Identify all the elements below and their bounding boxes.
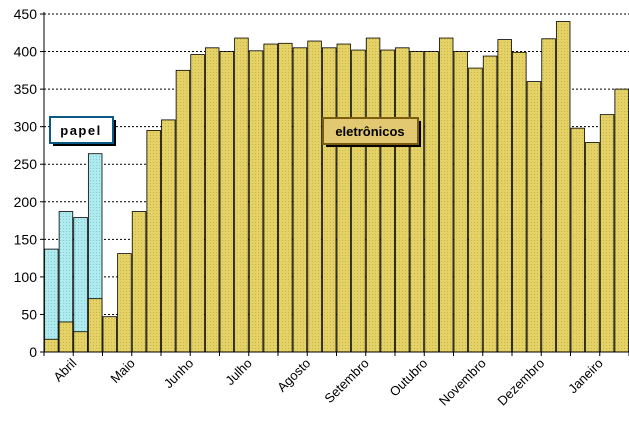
- bar-eletrnicos-12: [219, 51, 235, 353]
- y-tick-label-50: 50: [21, 306, 37, 322]
- y-tick-labels: 0 50 100 150 200 250 300 350 400 450: [14, 6, 44, 360]
- bar-eletrnicos-39: [614, 88, 629, 353]
- y-tick-label-250: 250: [14, 156, 38, 172]
- legend-label-papel: papel: [49, 116, 116, 146]
- bar-eletrnicos-26: [424, 51, 439, 353]
- bar-eletrnicos-14: [248, 50, 264, 353]
- bar-eletrnicos-17: [292, 47, 308, 353]
- bar-eletrnicos-35: [555, 21, 571, 353]
- x-tick-label-agosto: Agosto: [274, 356, 313, 395]
- y-tick-label-100: 100: [14, 269, 38, 285]
- bar-eletrnicos-5: [117, 253, 132, 353]
- x-tick-labels: Abril Maio Junho Julho Agosto Setembro Outubro…: [43, 352, 629, 409]
- y-tick-label-450: 450: [14, 6, 38, 22]
- x-tick-label-novembro: Novembro: [436, 356, 489, 409]
- series-eletronicos: [44, 21, 629, 353]
- bar-eletrnicos-16: [278, 42, 293, 353]
- bar-eletrnicos-1: [58, 321, 74, 353]
- bar-eletrnicos-24: [395, 47, 410, 353]
- x-tick-label-julho: Julho: [222, 356, 255, 389]
- bar-eletrnicos-38: [599, 114, 615, 353]
- bar-eletrnicos-27: [438, 37, 454, 353]
- y-tick-label-300: 300: [14, 119, 38, 135]
- bar-papel-0: [44, 248, 59, 353]
- legend-label-papel-text: papel: [60, 123, 101, 138]
- x-tick-label-setembro: Setembro: [321, 356, 371, 406]
- y-tick-label-0: 0: [29, 344, 37, 360]
- bar-eletrnicos-20: [336, 43, 352, 353]
- bar-eletrnicos-36: [570, 127, 586, 353]
- bar-eletrnicos-28: [453, 51, 469, 353]
- bar-eletrnicos-19: [321, 47, 337, 353]
- x-tick-label-abril: Abril: [50, 355, 79, 384]
- bar-eletrnicos-3: [87, 298, 103, 353]
- bar-eletrnicos-13: [234, 37, 249, 353]
- x-tick-label-junho: Junho: [161, 356, 197, 392]
- bar-eletrnicos-15: [263, 43, 278, 353]
- bar-eletrnicos-18: [307, 40, 322, 353]
- bar-eletrnicos-37: [585, 142, 600, 353]
- legend-label-eletronicos: eletrônicos: [322, 117, 421, 147]
- y-tick-label-200: 200: [14, 194, 38, 210]
- bar-eletrnicos-25: [409, 51, 425, 353]
- bar-eletrnicos-8: [161, 119, 176, 353]
- x-tick-label-outubro: Outubro: [387, 356, 431, 400]
- grid-lines: [44, 13, 629, 315]
- bar-eletrnicos-32: [512, 51, 527, 353]
- bar-eletrnicos-2: [73, 331, 88, 353]
- bar-eletrnicos-4: [102, 316, 118, 353]
- bar-eletrnicos-30: [482, 55, 498, 353]
- x-tick-label-janeiro: Janeiro: [565, 356, 606, 397]
- bar-eletrnicos-33: [526, 81, 542, 353]
- x-tick-label-dezembro: Dezembro: [494, 356, 547, 409]
- y-tick-label-400: 400: [14, 44, 38, 60]
- x-tick-label-maio: Maio: [107, 356, 138, 387]
- bar-eletrnicos-11: [204, 47, 220, 353]
- bar-eletrnicos-21: [351, 49, 366, 353]
- bar-eletrnicos-10: [190, 54, 205, 353]
- bar-eletrnicos-22: [365, 37, 381, 353]
- bar-eletrnicos-31: [497, 39, 512, 353]
- bar-eletrnicos-6: [131, 211, 147, 353]
- bar-eletrnicos-7: [146, 130, 161, 353]
- bar-eletrnicos-29: [468, 67, 483, 353]
- y-tick-label-350: 350: [14, 81, 38, 97]
- axes: [43, 12, 629, 353]
- legend-label-eletronicos-text: eletrônicos: [335, 124, 404, 139]
- bar-eletrnicos-9: [175, 69, 191, 353]
- bar-eletrnicos-34: [541, 38, 556, 353]
- y-tick-label-150: 150: [14, 231, 38, 247]
- bar-eletrnicos-23: [380, 49, 395, 353]
- bar-eletrnicos-0: [44, 338, 59, 353]
